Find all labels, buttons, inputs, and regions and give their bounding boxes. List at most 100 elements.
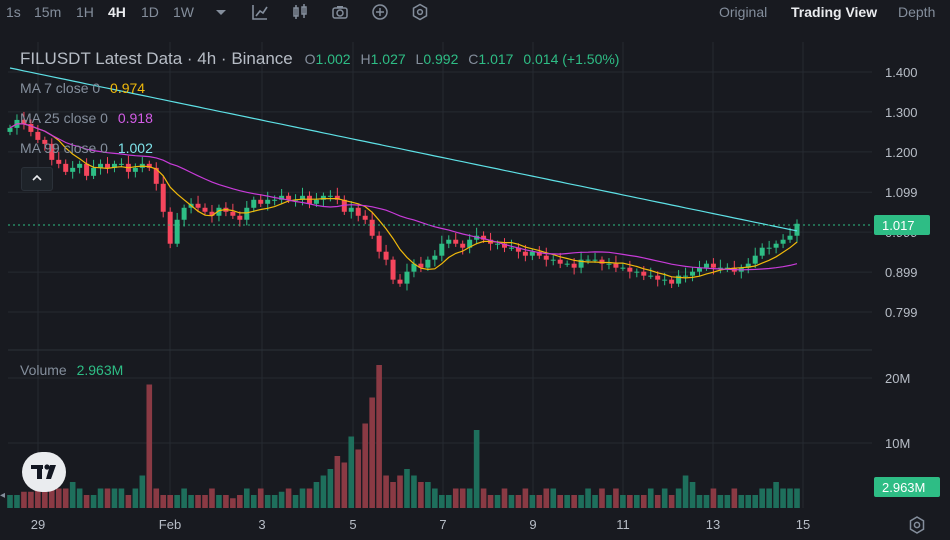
- volume-bar: [42, 488, 48, 508]
- volume-bar: [146, 384, 153, 508]
- candle-body: [411, 263, 417, 272]
- volume-bar: [313, 482, 320, 508]
- volume-bar: [557, 495, 564, 508]
- candle-body: [251, 199, 257, 208]
- volume-bar: [369, 397, 375, 508]
- volume-bar: [404, 469, 410, 508]
- candle-body: [634, 271, 640, 273]
- volume-bar: [710, 488, 717, 508]
- low-value: 0.992: [423, 51, 459, 67]
- volume-bar: [606, 495, 612, 508]
- candle-body: [265, 199, 271, 204]
- volume-bar: [466, 488, 473, 508]
- candle-body: [334, 195, 340, 200]
- volume-bar: [599, 488, 605, 508]
- volume-bar: [83, 495, 90, 508]
- camera-icon[interactable]: [331, 3, 349, 21]
- timeframe-1d[interactable]: 1D: [141, 4, 159, 20]
- moving-averages: [8, 67, 872, 279]
- tradingview-logo[interactable]: [22, 452, 66, 492]
- price-chart[interactable]: 1.4001.3001.2001.0990.9990.8990.79920M10…: [0, 30, 950, 540]
- volume-bar: [647, 488, 654, 508]
- volume-bar: [69, 482, 76, 508]
- x-tick-label: 29: [31, 517, 45, 532]
- candle-body: [683, 275, 689, 277]
- price-tick-label: 0.899: [885, 265, 918, 280]
- collapse-legend-button[interactable]: [21, 167, 53, 191]
- ma25-label: MA 25 close 0: [20, 110, 108, 126]
- candle-body: [627, 267, 633, 272]
- ma25-value: 0.918: [117, 110, 153, 126]
- candle-body: [655, 275, 661, 280]
- volume-bar: [188, 495, 194, 508]
- candle-body: [641, 271, 647, 276]
- volume-bar: [55, 488, 62, 508]
- candle-body: [446, 239, 452, 244]
- volume-tick-label: 20M: [885, 371, 910, 386]
- timeframe-1h[interactable]: 1H: [76, 4, 94, 20]
- volume-bar: [425, 482, 431, 508]
- volume-tick-label: 10M: [885, 436, 910, 451]
- candle-body: [369, 219, 375, 236]
- ma7-value: 0.974: [110, 80, 146, 96]
- candle-body: [648, 275, 654, 277]
- price-tick-label: 1.300: [885, 105, 918, 120]
- volume-bar: [487, 495, 494, 508]
- volume-bar: [285, 488, 292, 508]
- volume-bar: [376, 365, 382, 508]
- timeframe-1w[interactable]: 1W: [173, 4, 194, 20]
- volume-bar: [445, 495, 452, 508]
- volume-bar: [383, 475, 389, 508]
- volume-bar: [390, 482, 396, 508]
- chevron-down-icon[interactable]: [212, 3, 230, 21]
- candle-body: [432, 255, 438, 260]
- candle-body: [592, 259, 598, 261]
- volume-bar: [668, 495, 675, 508]
- volume-bar: [620, 495, 626, 508]
- settings-hex-icon[interactable]: [411, 3, 429, 21]
- view-original[interactable]: Original: [719, 4, 768, 20]
- candle-body: [237, 215, 243, 220]
- volume-bar: [773, 482, 779, 508]
- timeframe-15m[interactable]: 15m: [34, 4, 62, 20]
- last-price-badge: [874, 214, 930, 235]
- line-tool-icon[interactable]: [251, 3, 269, 21]
- add-indicator-icon[interactable]: [371, 3, 389, 21]
- timeframe-4h[interactable]: 4H: [108, 4, 126, 20]
- volume-bar: [320, 475, 327, 508]
- candle-body: [300, 195, 306, 200]
- candle-body: [703, 263, 709, 268]
- chart-settings-icon[interactable]: [907, 515, 927, 535]
- candle-type-icon[interactable]: [291, 3, 309, 21]
- volume-bar: [494, 495, 501, 508]
- candle-body: [676, 275, 682, 284]
- candle-body: [495, 243, 501, 245]
- candle-body: [425, 259, 431, 268]
- x-tick-label: 3: [258, 517, 265, 532]
- view-trading-view[interactable]: Trading View: [791, 4, 878, 20]
- candle-body: [669, 279, 675, 284]
- volume-bar: [160, 495, 167, 508]
- timeframe-1s[interactable]: 1s: [6, 4, 21, 20]
- candle-body: [620, 267, 626, 269]
- volume-bar: [585, 488, 591, 508]
- ma7-legend: MA 7 close 0 0.974: [20, 80, 145, 96]
- volume-bar: [28, 491, 34, 508]
- volume-bar: [613, 488, 619, 508]
- volume-bar: [682, 475, 689, 508]
- candle-body: [613, 263, 619, 268]
- toolbar: 1s 15m 1H 4H 1D 1W Original Trading View…: [0, 0, 950, 24]
- volume-bar: [480, 488, 487, 508]
- view-depth[interactable]: Depth: [898, 4, 936, 20]
- candle-body: [209, 211, 215, 216]
- candle-body: [501, 243, 507, 248]
- candle-body: [320, 195, 326, 200]
- candle-body: [787, 235, 793, 240]
- volume-bar: [264, 495, 271, 508]
- ma7-line: [9, 123, 798, 279]
- tradingview-logo-icon: [31, 464, 56, 479]
- ma99-label: MA 99 close 0: [20, 140, 108, 156]
- candle-body: [571, 263, 577, 268]
- volume-bar: [278, 491, 285, 508]
- scroll-left-icon[interactable]: ◂: [0, 490, 6, 501]
